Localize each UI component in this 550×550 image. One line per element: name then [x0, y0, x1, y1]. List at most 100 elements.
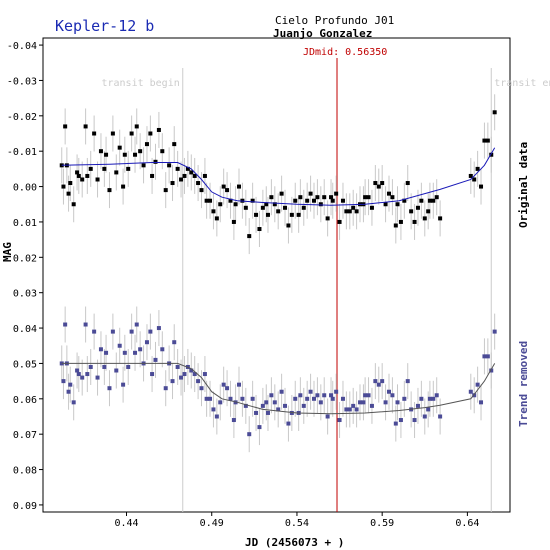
original-point [329, 195, 334, 200]
trend_removed-point [386, 389, 391, 394]
trend_removed-point [88, 364, 93, 369]
original-point [419, 198, 424, 203]
transit-begin-label: transit begin [101, 78, 179, 89]
trend_removed-point [344, 407, 349, 412]
trend_removed-point [218, 400, 223, 405]
original-point [208, 198, 213, 203]
trend_removed-point [376, 382, 381, 387]
transit-end-label: transit end [494, 78, 550, 89]
y-tick-label: -0.01 [7, 147, 37, 158]
trend_removed-point [438, 414, 443, 419]
trend_removed-fit-line [61, 362, 496, 415]
original-point [330, 198, 335, 203]
y-tick-label: 0.07 [13, 430, 37, 441]
original-point [61, 184, 66, 189]
original-point [237, 184, 242, 189]
trend_removed-point [61, 379, 66, 384]
trend_removed-point [361, 400, 366, 405]
trend_removed-point [189, 368, 194, 373]
trend_removed-point [329, 393, 334, 398]
original-point [426, 209, 431, 214]
original-point [134, 124, 139, 129]
original-point [409, 209, 414, 214]
original-point [202, 173, 207, 178]
original-point [344, 209, 349, 214]
trend_removed-point [358, 400, 363, 405]
original-point [92, 131, 97, 136]
original-point [354, 209, 359, 214]
original-point [156, 127, 161, 132]
trend_removed-point [237, 382, 242, 387]
original-point [334, 191, 339, 196]
trend_removed-point [250, 396, 255, 401]
trend_removed-point [80, 375, 85, 380]
original-point [66, 191, 71, 196]
original-point [153, 159, 158, 164]
original-point [351, 205, 356, 210]
trend_removed-point [380, 379, 385, 384]
y-tick-label: 0.01 [13, 218, 37, 229]
original-point [427, 198, 432, 203]
trend_removed-point [279, 389, 284, 394]
trend_removed-point [172, 340, 177, 345]
original-point [114, 170, 119, 175]
original-point [264, 202, 269, 207]
trend_removed-point [163, 386, 168, 391]
x-tick-label: 0.54 [285, 518, 309, 529]
trend_removed-point [265, 410, 270, 415]
trend_removed-point [114, 368, 119, 373]
trend_removed-point [283, 403, 288, 408]
y-tick-label: 0.03 [13, 289, 37, 300]
original-point [122, 152, 127, 157]
trend_removed-point [402, 396, 407, 401]
chart-subtitle-observatory: Cielo Profundo J01 [275, 14, 395, 27]
trend_removed-point [92, 329, 97, 334]
original-point [482, 138, 487, 143]
trend_removed-point [202, 372, 207, 377]
original-point [138, 149, 143, 154]
original-point [247, 234, 252, 239]
original-point [492, 110, 497, 115]
trend_removed-point [117, 343, 122, 348]
trend_removed-point [121, 382, 126, 387]
original-point [298, 195, 303, 200]
original-point [121, 184, 126, 189]
trend_removed-point [298, 393, 303, 398]
trend_removed-point [390, 393, 395, 398]
original-point [422, 216, 427, 221]
trend_removed-point [144, 340, 149, 345]
original-point [386, 191, 391, 196]
trend_removed-point [415, 403, 420, 408]
trend_removed-point [351, 403, 356, 408]
trend_removed-point [276, 407, 281, 412]
original-point [68, 181, 73, 186]
original-point [75, 170, 80, 175]
original-point [133, 152, 138, 157]
trend_removed-point [247, 432, 252, 437]
x-tick-label: 0.44 [114, 518, 138, 529]
trend_removed-point [393, 421, 398, 426]
original-point [179, 177, 184, 182]
original-data-label: Original data [517, 141, 530, 228]
original-point [376, 184, 381, 189]
trend_removed-point [156, 326, 161, 331]
original-point [167, 163, 172, 168]
original-point [412, 219, 417, 224]
trend_removed-point [221, 382, 226, 387]
x-tick-label: 0.59 [370, 518, 394, 529]
trend_removed-point [479, 400, 484, 405]
trend_removed-point [228, 396, 233, 401]
trend_removed-point [153, 357, 158, 362]
y-tick-label: 0.00 [13, 183, 37, 194]
original-fit-line [61, 147, 496, 206]
original-point [141, 163, 146, 168]
original-point [257, 227, 262, 232]
original-point [315, 195, 320, 200]
trend_removed-point [254, 410, 259, 415]
trend_removed-point [182, 372, 187, 377]
trend_removed-point [340, 396, 345, 401]
y-tick-label: 0.08 [13, 466, 37, 477]
trend_removed-point [269, 393, 274, 398]
trend_removed-point [395, 400, 400, 405]
